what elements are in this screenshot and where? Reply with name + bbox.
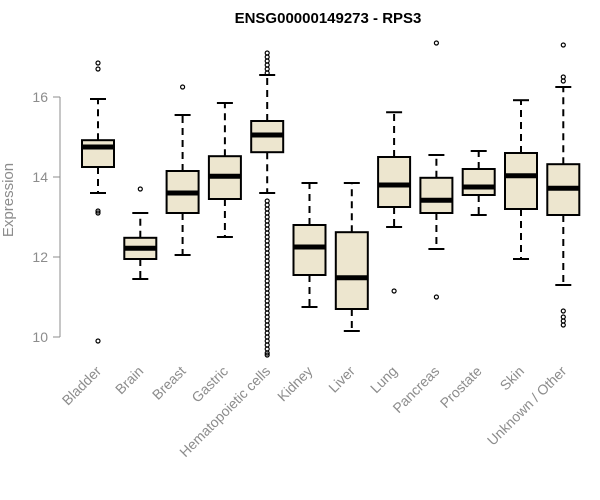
- iqr-box: [292, 224, 327, 276]
- x-tick-label: Liver: [325, 363, 358, 396]
- outlier-point: [264, 352, 270, 358]
- box-unknown-other: [546, 42, 581, 328]
- outlier-point: [264, 314, 270, 320]
- outlier-point: [95, 208, 101, 214]
- outlier-point: [560, 314, 566, 320]
- outlier-point: [137, 186, 143, 192]
- outlier-point: [264, 306, 270, 312]
- box-liver: [334, 182, 369, 332]
- x-tick-label: Kidney: [274, 363, 316, 405]
- y-axis-label: Expression: [0, 163, 17, 237]
- y-tick-label: 10: [32, 329, 48, 345]
- outlier-point: [264, 326, 270, 332]
- outlier-point: [264, 218, 270, 224]
- outlier-point: [391, 288, 397, 294]
- outlier-point: [264, 254, 270, 260]
- outlier-point: [264, 250, 270, 256]
- outlier-point: [264, 322, 270, 328]
- x-tick-label: Lung: [367, 363, 400, 396]
- box-bladder: [81, 60, 115, 344]
- outlier-point: [560, 42, 566, 48]
- outlier-point: [264, 198, 270, 204]
- boxes: [81, 40, 581, 358]
- outlier-point: [95, 210, 101, 216]
- box-pancreas: [419, 40, 454, 300]
- outlier-point: [560, 308, 566, 314]
- x-tick-label: Pancreas: [389, 363, 442, 416]
- x-tick-label: Bladder: [59, 363, 105, 409]
- box-gastric: [207, 102, 242, 238]
- outlier-point: [264, 282, 270, 288]
- outlier-point: [433, 40, 439, 46]
- outlier-point: [264, 258, 270, 264]
- outlier-point: [264, 266, 270, 272]
- outlier-point: [264, 238, 270, 244]
- outlier-point: [264, 342, 270, 348]
- box-hematopoietic-cells: [250, 50, 285, 358]
- iqr-box: [504, 152, 538, 210]
- x-tick-label: Skin: [497, 363, 528, 394]
- outlier-point: [264, 286, 270, 292]
- outlier-point: [264, 302, 270, 308]
- iqr-box: [334, 231, 369, 310]
- outlier-point: [264, 234, 270, 240]
- outlier-point: [264, 270, 270, 276]
- chart-title: ENSG00000149273 - RPS3: [235, 10, 422, 27]
- x-tick-label: Brain: [112, 363, 146, 397]
- y-axis: 10 12 14 16: [32, 89, 61, 345]
- iqr-box: [461, 168, 496, 196]
- outlier-point: [264, 206, 270, 212]
- y-tick-label: 16: [32, 89, 48, 105]
- outlier-point: [95, 60, 101, 66]
- outlier-point: [180, 84, 186, 90]
- box-skin: [504, 99, 538, 260]
- iqr-box: [377, 156, 412, 208]
- outlier-point: [264, 330, 270, 336]
- outlier-point: [264, 222, 270, 228]
- iqr-box: [419, 176, 454, 215]
- outlier-point: [264, 334, 270, 340]
- outlier-point: [264, 230, 270, 236]
- outlier-point: [264, 294, 270, 300]
- outlier-point: [264, 298, 270, 304]
- outlier-point: [264, 338, 270, 344]
- outlier-point: [264, 202, 270, 208]
- box-brain: [123, 186, 158, 280]
- outlier-point: [264, 310, 270, 316]
- y-tick-label: 14: [32, 169, 48, 185]
- outlier-point: [264, 346, 270, 352]
- outlier-point: [264, 246, 270, 252]
- outlier-point: [560, 322, 566, 328]
- outlier-point: [264, 278, 270, 284]
- outlier-point: [560, 318, 566, 324]
- box-kidney: [292, 182, 327, 308]
- outlier-point: [264, 318, 270, 324]
- outlier-point: [95, 66, 101, 72]
- outlier-point: [264, 70, 270, 76]
- outlier-point: [264, 290, 270, 296]
- y-tick-label: 12: [32, 249, 48, 265]
- x-tick-label: Unknown / Other: [484, 363, 570, 449]
- outlier-point: [264, 214, 270, 220]
- outlier-point: [433, 294, 439, 300]
- outlier-point: [95, 338, 101, 344]
- outlier-point: [264, 350, 270, 356]
- box-prostate: [461, 150, 496, 216]
- outlier-point: [264, 274, 270, 280]
- outlier-point: [560, 78, 566, 84]
- outlier-point: [264, 210, 270, 216]
- outlier-point: [264, 226, 270, 232]
- box-lung: [377, 111, 412, 294]
- x-tick-label: Prostate: [437, 363, 485, 411]
- box-breast: [165, 84, 200, 256]
- x-tick-label: Breast: [149, 363, 189, 403]
- iqr-box: [81, 139, 115, 168]
- outlier-point: [264, 242, 270, 248]
- outlier-point: [264, 262, 270, 268]
